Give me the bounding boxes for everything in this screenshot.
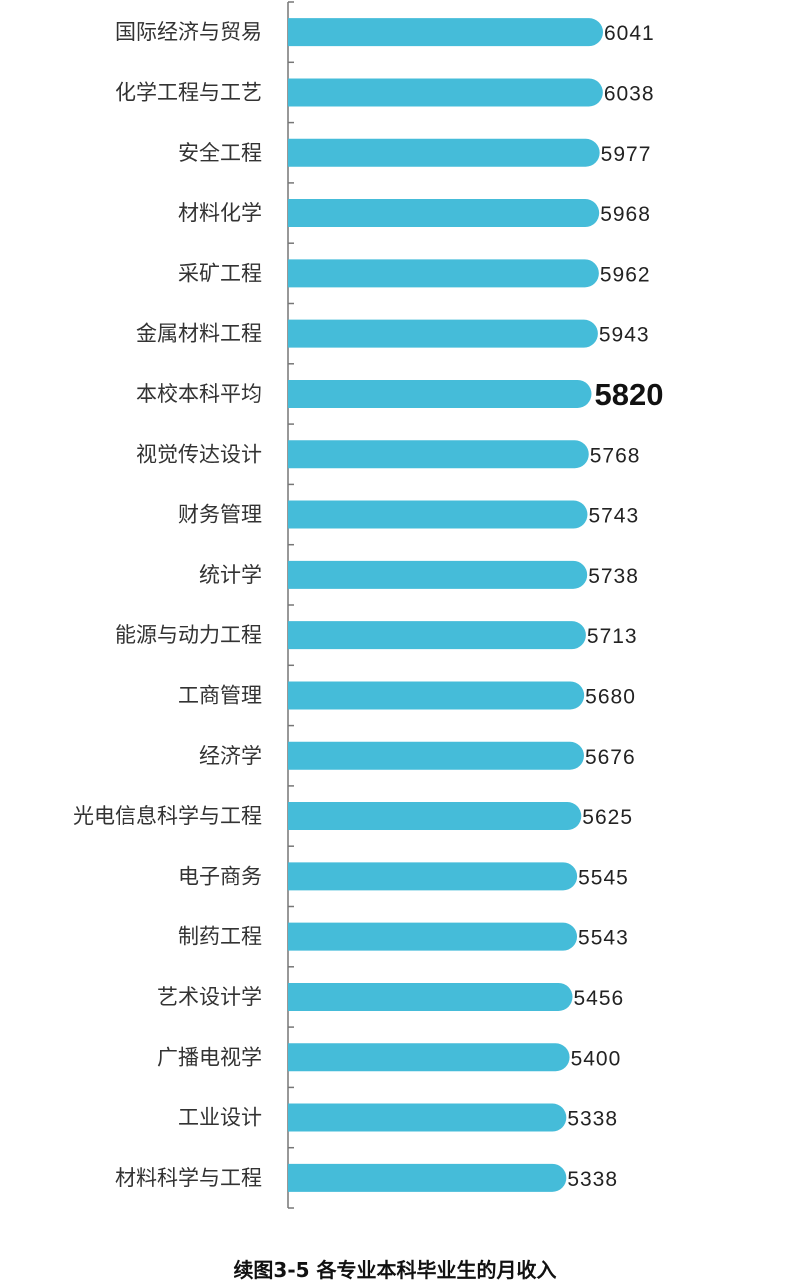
data-label: 5713 <box>587 625 638 648</box>
bar <box>288 18 603 47</box>
bar <box>288 560 588 589</box>
bar <box>288 500 588 529</box>
bar-chart: 国际经济与贸易 6041 化学工程与工艺 6038 安全工程 5977 材料化学 5968 采矿… <box>73 1 663 1209</box>
bar <box>288 681 585 710</box>
data-label: 5543 <box>578 927 629 950</box>
data-label: 5943 <box>599 324 650 347</box>
bar <box>288 621 586 650</box>
category-label: 制药工程 <box>178 925 262 949</box>
category-label: 经济学 <box>199 744 262 768</box>
category-label: 广播电视学 <box>157 1045 262 1069</box>
data-label: 5400 <box>571 1047 622 1070</box>
data-label: 6041 <box>604 22 655 45</box>
bar <box>288 862 578 891</box>
data-label: 6038 <box>604 82 655 105</box>
category-label: 材料科学与工程 <box>115 1166 262 1190</box>
data-label: 5680 <box>585 685 636 708</box>
data-label: 5743 <box>588 505 639 528</box>
category-label: 工商管理 <box>178 683 262 707</box>
category-label: 工业设计 <box>178 1106 262 1130</box>
chart-title: 续图3-5 各专业本科毕业生的月收入 <box>233 1258 557 1282</box>
bar <box>288 1163 567 1192</box>
bar <box>288 138 600 167</box>
category-label: 能源与动力工程 <box>115 623 262 647</box>
category-label: 统计学 <box>199 563 262 587</box>
category-label: 材料化学 <box>178 201 262 225</box>
category-label: 安全工程 <box>178 141 262 165</box>
bar <box>288 982 573 1011</box>
bar <box>288 1043 570 1072</box>
data-label: 5968 <box>600 203 651 226</box>
data-label: 5338 <box>567 1108 618 1131</box>
category-label: 视觉传达设计 <box>136 442 262 466</box>
bar <box>288 922 578 951</box>
category-label: 采矿工程 <box>178 261 262 285</box>
data-label: 5625 <box>582 806 633 829</box>
bar <box>288 1103 567 1132</box>
bar <box>288 379 592 408</box>
data-label: 5962 <box>600 263 651 286</box>
data-label: 5338 <box>567 1168 618 1191</box>
bar <box>288 802 582 831</box>
bar <box>288 199 600 228</box>
category-label: 艺术设计学 <box>157 985 262 1009</box>
category-label: 财务管理 <box>178 503 262 527</box>
data-label: 5977 <box>601 143 652 166</box>
bar <box>288 259 599 288</box>
category-label: 本校本科平均 <box>136 382 262 406</box>
bar <box>288 78 603 107</box>
data-label: 5738 <box>588 565 639 588</box>
data-label: 5820 <box>594 377 663 412</box>
bar <box>288 319 598 348</box>
category-label: 国际经济与贸易 <box>115 20 262 44</box>
data-label: 5768 <box>590 444 641 467</box>
category-label: 金属材料工程 <box>136 322 262 346</box>
bar <box>288 741 584 770</box>
data-label: 5456 <box>573 987 624 1010</box>
data-label: 5676 <box>585 746 636 769</box>
category-label: 化学工程与工艺 <box>115 80 262 104</box>
category-label: 光电信息科学与工程 <box>73 804 262 828</box>
bar <box>288 440 589 469</box>
category-label: 电子商务 <box>178 864 262 888</box>
data-label: 5545 <box>578 866 629 889</box>
